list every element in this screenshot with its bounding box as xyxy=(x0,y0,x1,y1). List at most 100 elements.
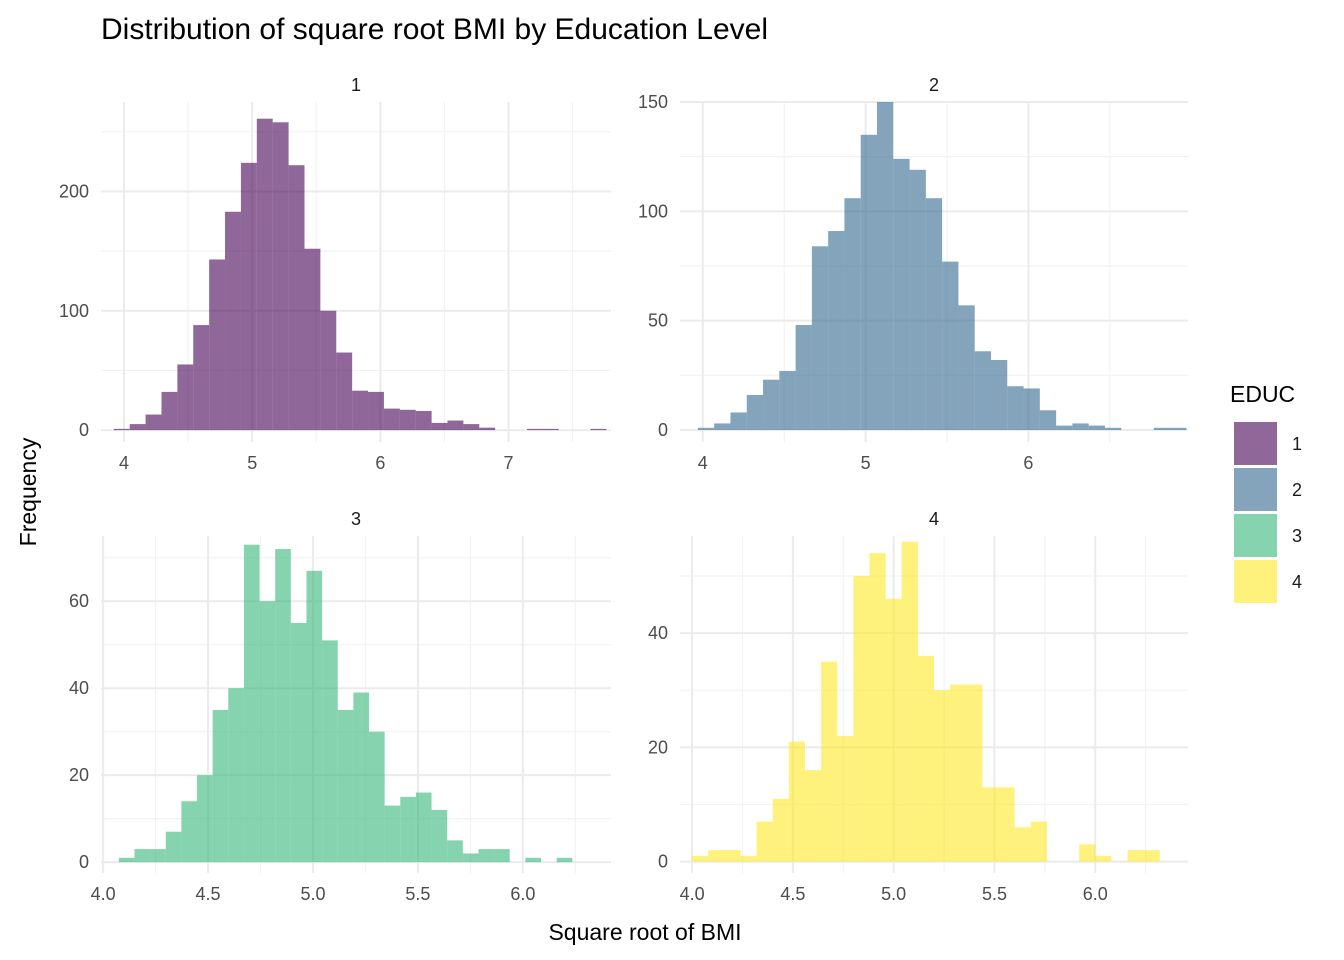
y-tick-label: 0 xyxy=(79,852,89,872)
histogram-bar xyxy=(161,391,178,431)
histogram-bar xyxy=(958,305,975,430)
histogram-bar xyxy=(240,162,257,431)
histogram-bar xyxy=(1023,388,1040,430)
legend-label: 3 xyxy=(1292,526,1302,546)
histogram-bar xyxy=(384,805,401,863)
legend: EDUC 1 2 3 4 xyxy=(1230,381,1302,603)
x-tick-label: 5.5 xyxy=(405,884,430,904)
histogram-bar xyxy=(917,655,934,862)
histogram-bar xyxy=(772,798,789,862)
y-axis-title: Frequency xyxy=(15,437,41,546)
histogram-bar xyxy=(901,541,918,862)
histogram-bar xyxy=(1072,423,1089,430)
histogram-bar xyxy=(590,428,607,431)
histogram-bar xyxy=(400,796,416,863)
histogram-bar xyxy=(399,409,416,431)
histogram-bar xyxy=(934,690,951,862)
histogram-bar xyxy=(950,684,967,862)
histogram-bar xyxy=(708,850,725,862)
x-tick-label: 6 xyxy=(375,453,385,473)
x-tick-label: 4.0 xyxy=(91,884,116,904)
x-tick-label: 4.5 xyxy=(196,884,221,904)
histogram-bar xyxy=(990,360,1008,430)
histogram-bar xyxy=(1039,410,1057,430)
histogram-bar xyxy=(779,370,796,430)
y-tick-label: 0 xyxy=(79,420,89,440)
histogram-bar xyxy=(336,352,353,431)
histogram-bar xyxy=(925,198,943,430)
histogram-bar xyxy=(272,122,289,431)
histogram-bar xyxy=(304,248,321,431)
histogram-bar xyxy=(256,118,273,431)
y-tick-label: 20 xyxy=(69,765,89,785)
y-tick-label: 200 xyxy=(59,181,89,201)
y-tick-label: 150 xyxy=(638,92,668,112)
histogram-bar xyxy=(1088,425,1105,430)
histogram-bar xyxy=(259,601,276,863)
histogram-bar xyxy=(795,325,812,430)
legend-label: 4 xyxy=(1292,572,1302,592)
histogram-bar xyxy=(1127,850,1144,862)
x-tick-label: 4 xyxy=(119,453,129,473)
histogram-bar xyxy=(494,849,510,863)
chart-title: Distribution of square root BMI by Educa… xyxy=(101,13,768,46)
y-tick-label: 60 xyxy=(69,591,89,611)
histogram-bar xyxy=(746,394,764,430)
facet-panel-1: 0 100 200 4 5 6 7 1 xyxy=(59,75,611,473)
histogram-bar xyxy=(197,775,213,863)
histogram-bar xyxy=(1143,850,1160,862)
legend-swatch xyxy=(1234,560,1277,603)
histogram-bar xyxy=(306,570,323,863)
facet-panel-2: 0 50 100 150 4 5 6 2 xyxy=(638,75,1188,473)
histogram-bar xyxy=(431,809,448,863)
histogram-bar xyxy=(129,424,146,431)
histogram-bar xyxy=(804,770,822,862)
x-tick-label: 5 xyxy=(247,453,257,473)
histogram-bar xyxy=(275,549,291,863)
histogram-bar xyxy=(860,134,878,430)
histogram-bar xyxy=(150,849,166,863)
x-tick-label: 6.0 xyxy=(1083,884,1108,904)
x-tick-label: 4.0 xyxy=(680,884,705,904)
histogram-bar xyxy=(337,709,354,863)
histogram-bar xyxy=(353,692,370,863)
histogram-bar xyxy=(320,310,337,431)
x-axis-title: Square root of BMI xyxy=(548,919,741,945)
legend-label: 1 xyxy=(1292,434,1302,454)
histogram-bar xyxy=(228,688,244,863)
histogram-bar xyxy=(113,428,130,431)
y-tick-label: 100 xyxy=(59,301,89,321)
histogram-bar xyxy=(1104,427,1122,430)
histogram-bar xyxy=(942,261,959,430)
facet-strip-label: 4 xyxy=(929,509,939,529)
histogram-bar xyxy=(165,831,182,863)
histogram-bar xyxy=(974,351,991,430)
histogram-bar xyxy=(462,853,479,863)
legend-swatch xyxy=(1234,468,1277,511)
histogram-bar xyxy=(1170,427,1187,430)
histogram-bar xyxy=(556,857,573,863)
histogram-bar xyxy=(415,410,432,431)
facet-strip-label: 3 xyxy=(351,509,361,529)
x-tick-label: 6.0 xyxy=(510,884,535,904)
histogram-bar xyxy=(697,427,715,430)
histogram-bar xyxy=(692,855,709,862)
histogram-bar xyxy=(821,661,838,862)
histogram-bar xyxy=(909,169,926,430)
legend-swatch xyxy=(1234,514,1277,557)
histogram-bar xyxy=(1007,386,1024,430)
y-tick-label: 100 xyxy=(638,201,668,221)
histogram-bar xyxy=(756,821,773,862)
histogram-bar xyxy=(740,855,757,862)
histogram-bar xyxy=(352,390,369,431)
histogram-bar xyxy=(288,165,305,431)
histogram-bar xyxy=(177,364,194,431)
histogram-bar xyxy=(837,735,854,862)
x-tick-label: 4 xyxy=(698,453,708,473)
histogram-bar xyxy=(788,741,805,862)
histogram-bar xyxy=(763,379,780,430)
histogram-bar xyxy=(415,792,432,863)
histogram-bar xyxy=(209,259,226,431)
